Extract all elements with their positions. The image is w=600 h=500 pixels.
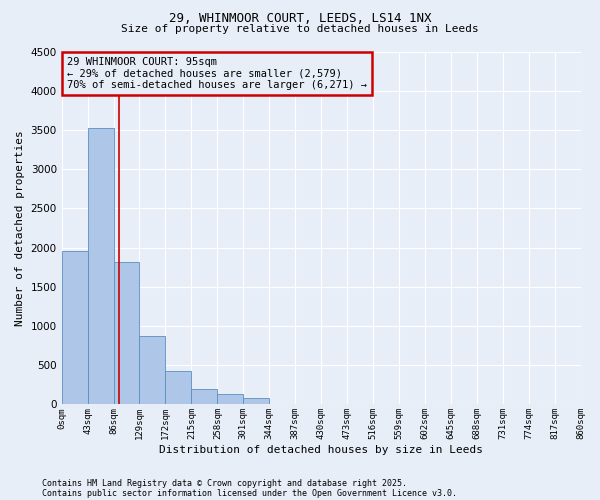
Bar (113, 262, 139, 404)
Text: Contains HM Land Registry data © Crown copyright and database right 2025.: Contains HM Land Registry data © Crown c… (42, 478, 407, 488)
Text: Contains public sector information licensed under the Open Government Licence v3: Contains public sector information licen… (42, 488, 457, 498)
Bar (139, 336, 166, 404)
Bar (166, 370, 191, 404)
Text: 29, WHINMOOR COURT, LEEDS, LS14 1NX: 29, WHINMOOR COURT, LEEDS, LS14 1NX (169, 12, 431, 26)
Text: Size of property relative to detached houses in Leeds: Size of property relative to detached ho… (121, 24, 479, 34)
Text: 29 WHINMOOR COURT: 95sqm
← 29% of detached houses are smaller (2,579)
70% of sem: 29 WHINMOOR COURT: 95sqm ← 29% of detach… (67, 57, 367, 90)
X-axis label: Distribution of detached houses by size in Leeds: Distribution of detached houses by size … (159, 445, 483, 455)
Bar (243, 398, 269, 404)
Y-axis label: Number of detached properties: Number of detached properties (15, 130, 25, 326)
Bar (88, 128, 113, 404)
Bar (191, 388, 217, 404)
Bar (217, 394, 243, 404)
Bar (62, 252, 88, 404)
